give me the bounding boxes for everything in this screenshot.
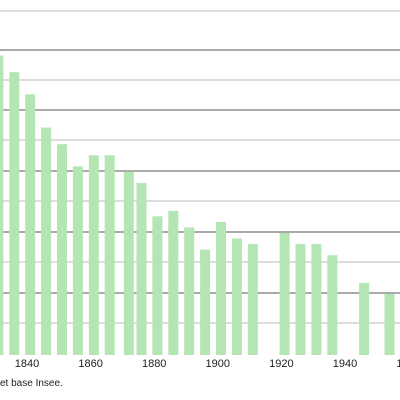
x-tick-label-1900: 1900 (206, 358, 230, 370)
bar-1896 (200, 249, 211, 355)
bar-1946 (359, 282, 370, 355)
source-note: et base Insee. (0, 378, 63, 389)
x-tick-label-1840: 1840 (15, 358, 39, 370)
bar-1836 (9, 72, 20, 355)
bar-1901 (216, 221, 226, 355)
bar-1841 (25, 94, 36, 356)
bar-1831 (0, 55, 4, 355)
x-tick-label-1860: 1860 (78, 358, 102, 370)
bar-1856 (72, 166, 83, 355)
bar-1876 (136, 183, 147, 355)
x-tick-label-1960: 1960 (396, 358, 400, 370)
bar-1891 (184, 227, 195, 355)
bars (0, 55, 395, 356)
bar-1921 (279, 233, 290, 355)
bar-1846 (41, 127, 52, 355)
x-tick-label-1920: 1920 (269, 358, 293, 370)
bar-1866 (104, 155, 115, 355)
bar-1872 (123, 172, 134, 355)
x-tick-label-1940: 1940 (333, 358, 357, 370)
bar-1911 (247, 244, 258, 355)
bar-1936 (327, 255, 338, 355)
bar-1881 (152, 216, 163, 355)
bar-1954 (384, 294, 395, 355)
x-tick-label-1880: 1880 (142, 358, 166, 370)
x-axis: 1840 1860 1880 1900 1920 1940 1960 (15, 358, 400, 370)
bar-1886 (168, 210, 179, 355)
bar-1906 (231, 238, 242, 355)
bar-1861 (88, 155, 99, 355)
bar-1931 (311, 244, 322, 355)
bar-1926 (295, 244, 306, 355)
bar-1851 (57, 144, 67, 355)
